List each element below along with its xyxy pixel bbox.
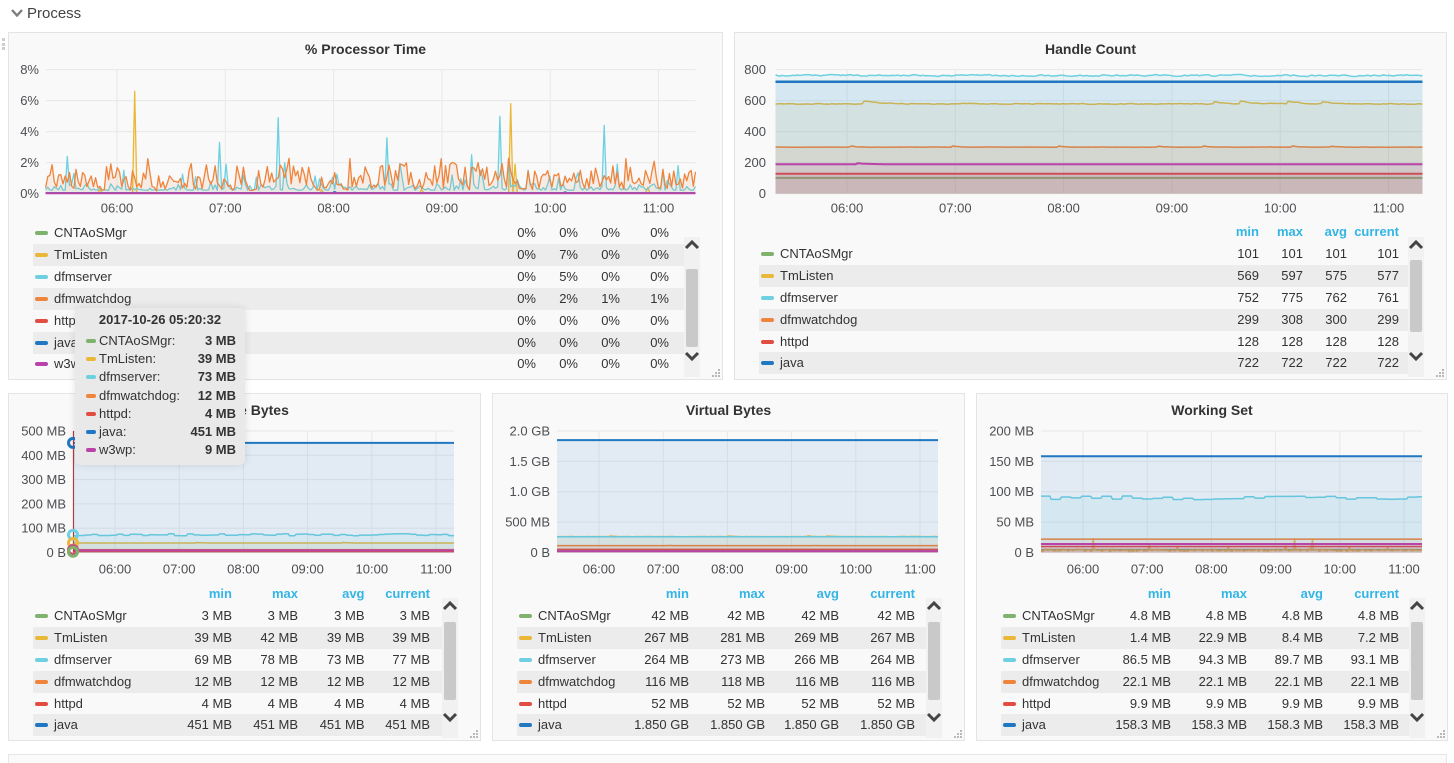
svg-text:0 B: 0 B bbox=[1014, 545, 1034, 560]
svg-text:400 MB: 400 MB bbox=[21, 448, 66, 463]
svg-text:09:00: 09:00 bbox=[426, 201, 459, 216]
svg-text:07:00: 07:00 bbox=[647, 562, 680, 577]
svg-text:200 MB: 200 MB bbox=[989, 424, 1034, 439]
svg-text:600: 600 bbox=[744, 93, 766, 108]
svg-text:10:00: 10:00 bbox=[356, 562, 389, 577]
svg-text:200 MB: 200 MB bbox=[21, 496, 66, 511]
svg-text:4%: 4% bbox=[20, 124, 39, 139]
svg-text:08:00: 08:00 bbox=[317, 201, 350, 216]
svg-text:800: 800 bbox=[744, 62, 766, 77]
svg-text:10:00: 10:00 bbox=[840, 562, 873, 577]
svg-text:150 MB: 150 MB bbox=[989, 454, 1034, 469]
svg-text:300 MB: 300 MB bbox=[21, 472, 66, 487]
svg-text:11:00: 11:00 bbox=[643, 201, 675, 216]
svg-text:11:00: 11:00 bbox=[420, 562, 452, 577]
svg-text:08:00: 08:00 bbox=[1195, 562, 1228, 577]
svg-text:06:00: 06:00 bbox=[583, 562, 616, 577]
svg-text:10:00: 10:00 bbox=[1324, 562, 1357, 577]
svg-text:11:00: 11:00 bbox=[1373, 201, 1405, 216]
svg-text:08:00: 08:00 bbox=[227, 562, 260, 577]
svg-text:11:00: 11:00 bbox=[904, 562, 936, 577]
svg-text:2%: 2% bbox=[20, 155, 39, 170]
svg-text:400: 400 bbox=[744, 124, 766, 139]
svg-text:06:00: 06:00 bbox=[1067, 562, 1100, 577]
svg-text:06:00: 06:00 bbox=[831, 201, 864, 216]
svg-text:0%: 0% bbox=[20, 186, 39, 201]
svg-text:06:00: 06:00 bbox=[101, 201, 134, 216]
svg-text:09:00: 09:00 bbox=[1156, 201, 1189, 216]
svg-text:08:00: 08:00 bbox=[1047, 201, 1080, 216]
svg-text:100 MB: 100 MB bbox=[21, 521, 66, 536]
svg-text:2.0 GB: 2.0 GB bbox=[510, 424, 550, 439]
svg-text:09:00: 09:00 bbox=[775, 562, 808, 577]
svg-text:50 MB: 50 MB bbox=[996, 515, 1034, 530]
svg-text:1.5 GB: 1.5 GB bbox=[510, 454, 550, 469]
svg-text:0: 0 bbox=[759, 186, 766, 201]
svg-text:500 MB: 500 MB bbox=[505, 515, 550, 530]
svg-text:09:00: 09:00 bbox=[291, 562, 324, 577]
svg-text:6%: 6% bbox=[20, 93, 39, 108]
svg-text:0 B: 0 B bbox=[530, 545, 550, 560]
svg-text:11:00: 11:00 bbox=[1388, 562, 1420, 577]
svg-text:08:00: 08:00 bbox=[711, 562, 744, 577]
svg-text:06:00: 06:00 bbox=[99, 562, 132, 577]
svg-text:100 MB: 100 MB bbox=[989, 484, 1034, 499]
svg-text:10:00: 10:00 bbox=[1264, 201, 1297, 216]
svg-text:8%: 8% bbox=[20, 62, 39, 77]
svg-text:0 B: 0 B bbox=[46, 545, 66, 560]
svg-text:09:00: 09:00 bbox=[1259, 562, 1292, 577]
svg-text:1.0 GB: 1.0 GB bbox=[510, 484, 550, 499]
svg-text:07:00: 07:00 bbox=[939, 201, 972, 216]
svg-text:10:00: 10:00 bbox=[534, 201, 567, 216]
svg-text:07:00: 07:00 bbox=[163, 562, 196, 577]
svg-text:07:00: 07:00 bbox=[209, 201, 242, 216]
svg-text:200: 200 bbox=[744, 155, 766, 170]
svg-text:07:00: 07:00 bbox=[1131, 562, 1164, 577]
svg-text:500 MB: 500 MB bbox=[21, 424, 66, 439]
